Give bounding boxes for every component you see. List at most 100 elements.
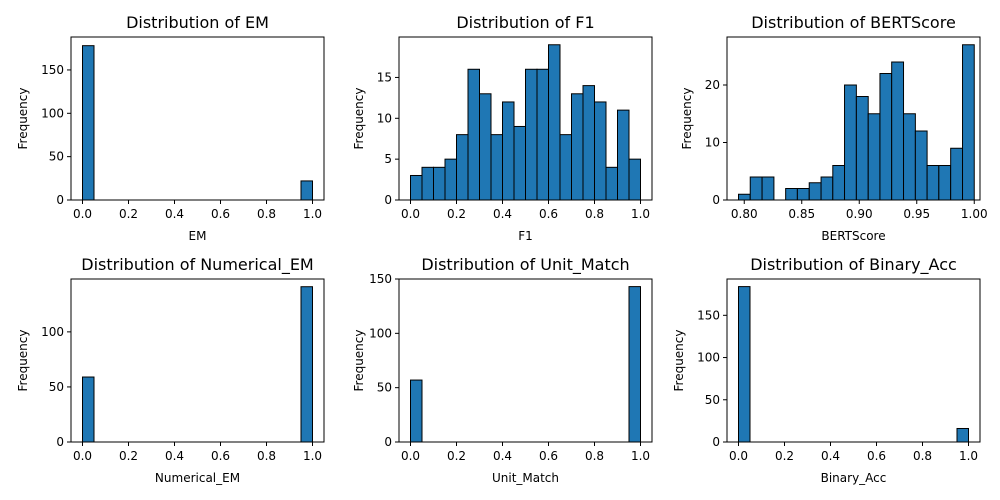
axes-frame [398,278,653,443]
x-tick-label: 0.0 [729,449,748,463]
x-tick-label: 0.90 [846,207,873,221]
histogram-bar [410,174,423,201]
x-tick-label: 0.4 [165,449,184,463]
x-tick-label: 1.0 [631,449,650,463]
y-tick-label: 50 [49,380,64,394]
histogram-bar [796,188,810,201]
y-axis-label: Frequency [672,330,686,392]
histogram-bar [628,286,641,443]
x-tick-label: 0.8 [257,449,276,463]
histogram-bar [433,166,446,201]
histogram-bar [594,101,607,201]
x-tick-label: 0.4 [821,449,840,463]
y-tick-label: 150 [41,63,64,77]
x-tick-label: 1.0 [303,207,322,221]
axes-frame [70,36,325,201]
chart-title: Distribution of F1 [456,13,594,32]
histogram-panel: 0.0 0.2 0.4 0.6 0.8 1.0 0 5 10 15 Distribution of … [352,13,653,243]
histogram-bar [582,85,595,201]
histogram-bar [628,158,641,201]
x-axis-label: EM [189,229,207,243]
x-tick-label: 1.00 [961,207,988,221]
x-tick-label: 0.6 [867,449,886,463]
x-axis-label: F1 [518,229,533,243]
histogram-bar [456,134,469,201]
histogram-bar [300,286,313,443]
y-tick-label: 150 [369,272,392,286]
x-tick-label: 1.0 [959,449,978,463]
histogram-bar [879,73,893,201]
axes-frame [726,278,981,443]
histogram-bar [617,109,630,201]
x-tick-label: 0.6 [539,449,558,463]
y-tick-label: 50 [705,393,720,407]
y-tick-label: 15 [377,70,392,84]
x-tick-label: 0.8 [585,449,604,463]
y-tick-label: 0 [384,193,392,207]
axes-frame [70,278,325,443]
x-axis-label: Unit_Match [492,471,559,485]
histogram-bar [844,84,857,201]
x-tick-label: 0.0 [401,449,420,463]
histogram-bar [571,93,584,201]
y-axis-label: Frequency [352,88,366,150]
histogram-bar [903,113,916,201]
x-axis-label: Numerical_EM [155,471,240,485]
y-tick-label: 100 [369,326,392,340]
x-tick-label: 0.6 [211,207,230,221]
x-tick-label: 0.95 [903,207,930,221]
histogram-bar [867,113,881,201]
histogram-bar [410,379,423,443]
histogram-bar [832,165,846,201]
y-tick-label: 0 [712,435,720,449]
histogram-bar [300,180,313,201]
histogram-bar [502,101,515,201]
x-tick-label: 1.0 [631,207,650,221]
histogram-panel: 0.0 0.2 0.4 0.6 0.8 1.0 0 50 100 Distribution of … [16,255,325,485]
x-axis-label: Binary_Acc [821,471,887,485]
histogram-bar [950,147,964,201]
x-tick-label: 1.0 [303,449,322,463]
chart-title: Distribution of BERTScore [751,13,956,32]
y-tick-label: 20 [705,78,720,92]
chart-title: Distribution of Numerical_EM [81,255,313,275]
y-tick-label: 50 [377,381,392,395]
y-tick-label: 100 [41,325,64,339]
histogram-panel: 0.80 0.85 0.90 0.95 1.00 0 10 20 Distribution of… [680,13,988,243]
y-tick-label: 0 [712,193,720,207]
x-tick-label: 0.4 [493,207,512,221]
histogram-bar [749,176,763,201]
x-tick-label: 0.85 [788,207,815,221]
histogram-bar [808,182,822,201]
histogram-bar [914,130,928,201]
y-tick-label: 0 [384,435,392,449]
histogram-bar [525,68,538,201]
y-axis-label: Frequency [680,88,694,150]
x-tick-label: 0.2 [447,449,466,463]
x-tick-label: 0.8 [913,449,932,463]
y-axis-label: Frequency [16,88,30,150]
histogram-bar [559,134,572,201]
x-tick-label: 0.80 [731,207,758,221]
y-tick-label: 5 [384,152,392,166]
chart-title: Distribution of EM [126,13,269,32]
x-tick-label: 0.2 [447,207,466,221]
histogram-bar [738,286,751,443]
y-tick-label: 10 [377,111,392,125]
x-axis-label: BERTScore [821,229,885,243]
chart-title: Distribution of Binary_Acc [750,255,957,275]
histogram-bar [444,158,457,201]
histogram-bar [962,44,975,201]
axes-frame [726,36,981,201]
x-tick-label: 0.2 [119,207,138,221]
x-tick-label: 0.2 [119,449,138,463]
histogram-bar [82,376,95,443]
y-axis-label: Frequency [16,330,30,392]
histogram-bar [490,134,503,201]
y-tick-label: 100 [41,106,64,120]
histogram-bar [820,176,834,201]
histogram-bar [761,176,775,201]
histogram-bar [479,93,492,201]
histogram-bar [938,165,952,201]
chart-title: Distribution of Unit_Match [421,255,629,275]
